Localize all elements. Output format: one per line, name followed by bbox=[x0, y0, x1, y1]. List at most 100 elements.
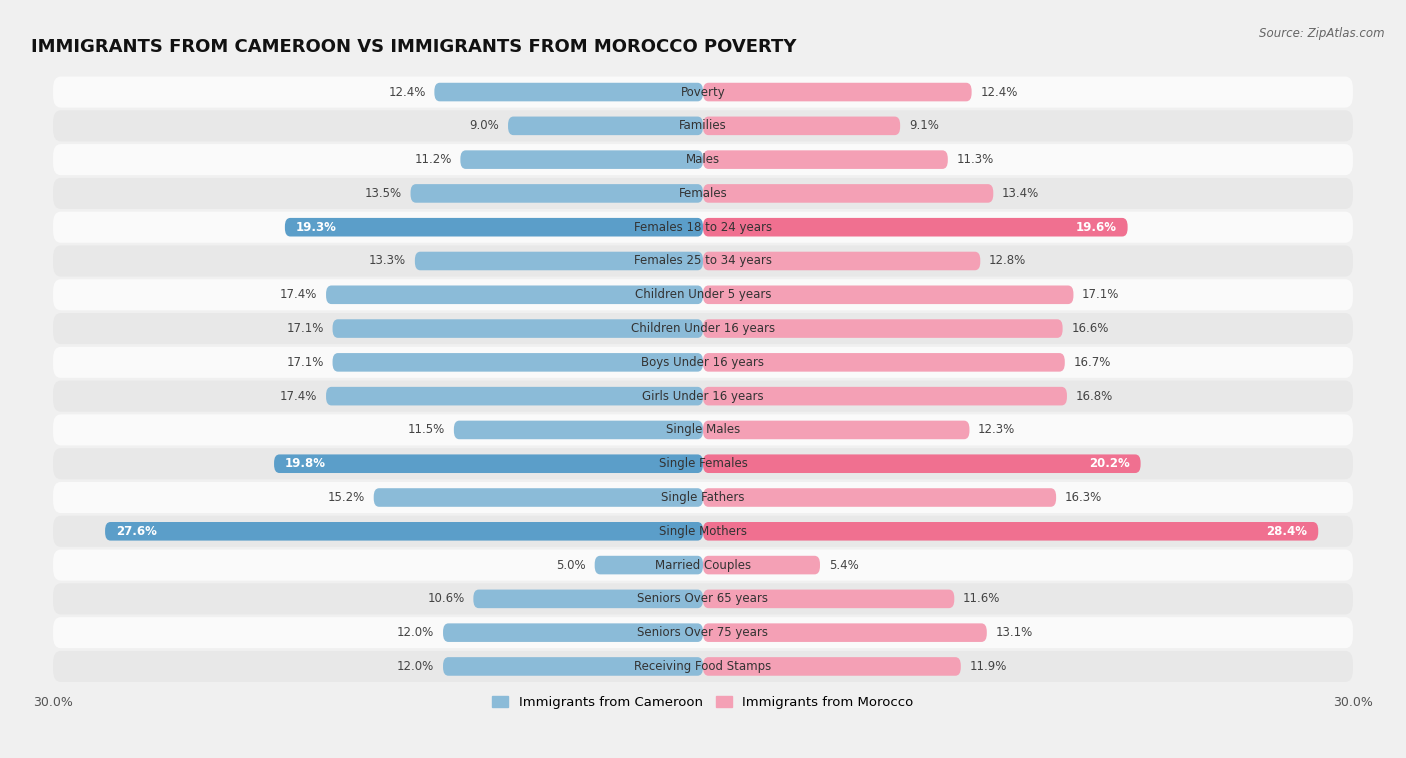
Text: 19.3%: 19.3% bbox=[295, 221, 336, 233]
Text: 16.6%: 16.6% bbox=[1071, 322, 1109, 335]
Text: 9.1%: 9.1% bbox=[908, 119, 939, 133]
FancyBboxPatch shape bbox=[411, 184, 703, 202]
Text: 17.4%: 17.4% bbox=[280, 390, 318, 402]
FancyBboxPatch shape bbox=[703, 522, 1319, 540]
FancyBboxPatch shape bbox=[53, 77, 1353, 108]
FancyBboxPatch shape bbox=[53, 651, 1353, 682]
Text: Single Males: Single Males bbox=[666, 424, 740, 437]
FancyBboxPatch shape bbox=[53, 448, 1353, 479]
FancyBboxPatch shape bbox=[53, 279, 1353, 310]
FancyBboxPatch shape bbox=[53, 515, 1353, 547]
FancyBboxPatch shape bbox=[460, 150, 703, 169]
FancyBboxPatch shape bbox=[53, 313, 1353, 344]
Text: 17.4%: 17.4% bbox=[280, 288, 318, 301]
FancyBboxPatch shape bbox=[53, 347, 1353, 378]
FancyBboxPatch shape bbox=[53, 144, 1353, 175]
FancyBboxPatch shape bbox=[703, 252, 980, 271]
FancyBboxPatch shape bbox=[53, 246, 1353, 277]
Text: 5.0%: 5.0% bbox=[557, 559, 586, 572]
Text: 9.0%: 9.0% bbox=[470, 119, 499, 133]
Text: 12.4%: 12.4% bbox=[980, 86, 1018, 99]
Text: 17.1%: 17.1% bbox=[287, 322, 323, 335]
Text: 28.4%: 28.4% bbox=[1267, 525, 1308, 537]
Text: 11.6%: 11.6% bbox=[963, 592, 1000, 606]
FancyBboxPatch shape bbox=[703, 184, 993, 202]
FancyBboxPatch shape bbox=[703, 623, 987, 642]
Text: 12.0%: 12.0% bbox=[396, 626, 434, 639]
Text: 11.3%: 11.3% bbox=[956, 153, 994, 166]
FancyBboxPatch shape bbox=[53, 415, 1353, 446]
FancyBboxPatch shape bbox=[53, 178, 1353, 209]
FancyBboxPatch shape bbox=[443, 657, 703, 675]
FancyBboxPatch shape bbox=[53, 482, 1353, 513]
Text: 19.8%: 19.8% bbox=[285, 457, 326, 470]
FancyBboxPatch shape bbox=[454, 421, 703, 439]
FancyBboxPatch shape bbox=[703, 657, 960, 675]
Text: Seniors Over 65 years: Seniors Over 65 years bbox=[637, 592, 769, 606]
FancyBboxPatch shape bbox=[374, 488, 703, 507]
Text: 15.2%: 15.2% bbox=[328, 491, 366, 504]
FancyBboxPatch shape bbox=[53, 381, 1353, 412]
FancyBboxPatch shape bbox=[595, 556, 703, 575]
FancyBboxPatch shape bbox=[703, 455, 1140, 473]
Text: Married Couples: Married Couples bbox=[655, 559, 751, 572]
FancyBboxPatch shape bbox=[333, 353, 703, 371]
Text: 13.5%: 13.5% bbox=[364, 187, 402, 200]
FancyBboxPatch shape bbox=[285, 218, 703, 236]
Text: 11.9%: 11.9% bbox=[970, 660, 1007, 673]
FancyBboxPatch shape bbox=[274, 455, 703, 473]
Text: 12.8%: 12.8% bbox=[988, 255, 1026, 268]
Text: Poverty: Poverty bbox=[681, 86, 725, 99]
Text: Girls Under 16 years: Girls Under 16 years bbox=[643, 390, 763, 402]
FancyBboxPatch shape bbox=[703, 353, 1064, 371]
Text: Source: ZipAtlas.com: Source: ZipAtlas.com bbox=[1260, 27, 1385, 39]
Text: Seniors Over 75 years: Seniors Over 75 years bbox=[637, 626, 769, 639]
FancyBboxPatch shape bbox=[53, 111, 1353, 142]
FancyBboxPatch shape bbox=[703, 218, 1128, 236]
Text: 16.8%: 16.8% bbox=[1076, 390, 1114, 402]
Text: Single Females: Single Females bbox=[658, 457, 748, 470]
FancyBboxPatch shape bbox=[53, 617, 1353, 648]
FancyBboxPatch shape bbox=[703, 319, 1063, 338]
FancyBboxPatch shape bbox=[53, 211, 1353, 243]
FancyBboxPatch shape bbox=[443, 623, 703, 642]
Text: 13.1%: 13.1% bbox=[995, 626, 1033, 639]
FancyBboxPatch shape bbox=[703, 117, 900, 135]
Text: 16.3%: 16.3% bbox=[1064, 491, 1102, 504]
Legend: Immigrants from Cameroon, Immigrants from Morocco: Immigrants from Cameroon, Immigrants fro… bbox=[486, 691, 920, 715]
FancyBboxPatch shape bbox=[703, 590, 955, 608]
Text: 19.6%: 19.6% bbox=[1076, 221, 1116, 233]
FancyBboxPatch shape bbox=[415, 252, 703, 271]
Text: Boys Under 16 years: Boys Under 16 years bbox=[641, 356, 765, 369]
Text: 17.1%: 17.1% bbox=[287, 356, 323, 369]
Text: 12.3%: 12.3% bbox=[979, 424, 1015, 437]
Text: IMMIGRANTS FROM CAMEROON VS IMMIGRANTS FROM MOROCCO POVERTY: IMMIGRANTS FROM CAMEROON VS IMMIGRANTS F… bbox=[31, 38, 797, 56]
FancyBboxPatch shape bbox=[326, 286, 703, 304]
FancyBboxPatch shape bbox=[434, 83, 703, 102]
Text: Females: Females bbox=[679, 187, 727, 200]
Text: Males: Males bbox=[686, 153, 720, 166]
Text: 12.4%: 12.4% bbox=[388, 86, 426, 99]
FancyBboxPatch shape bbox=[326, 387, 703, 406]
FancyBboxPatch shape bbox=[703, 387, 1067, 406]
Text: 27.6%: 27.6% bbox=[115, 525, 157, 537]
Text: 16.7%: 16.7% bbox=[1073, 356, 1111, 369]
Text: Females 25 to 34 years: Females 25 to 34 years bbox=[634, 255, 772, 268]
Text: 13.4%: 13.4% bbox=[1002, 187, 1039, 200]
FancyBboxPatch shape bbox=[703, 488, 1056, 507]
Text: 11.2%: 11.2% bbox=[415, 153, 451, 166]
Text: Females 18 to 24 years: Females 18 to 24 years bbox=[634, 221, 772, 233]
Text: Children Under 5 years: Children Under 5 years bbox=[634, 288, 772, 301]
FancyBboxPatch shape bbox=[703, 150, 948, 169]
Text: Families: Families bbox=[679, 119, 727, 133]
FancyBboxPatch shape bbox=[508, 117, 703, 135]
Text: 13.3%: 13.3% bbox=[370, 255, 406, 268]
Text: 11.5%: 11.5% bbox=[408, 424, 446, 437]
FancyBboxPatch shape bbox=[703, 286, 1073, 304]
Text: Single Mothers: Single Mothers bbox=[659, 525, 747, 537]
Text: Children Under 16 years: Children Under 16 years bbox=[631, 322, 775, 335]
Text: 20.2%: 20.2% bbox=[1090, 457, 1130, 470]
Text: 5.4%: 5.4% bbox=[828, 559, 859, 572]
Text: 17.1%: 17.1% bbox=[1083, 288, 1119, 301]
FancyBboxPatch shape bbox=[703, 556, 820, 575]
